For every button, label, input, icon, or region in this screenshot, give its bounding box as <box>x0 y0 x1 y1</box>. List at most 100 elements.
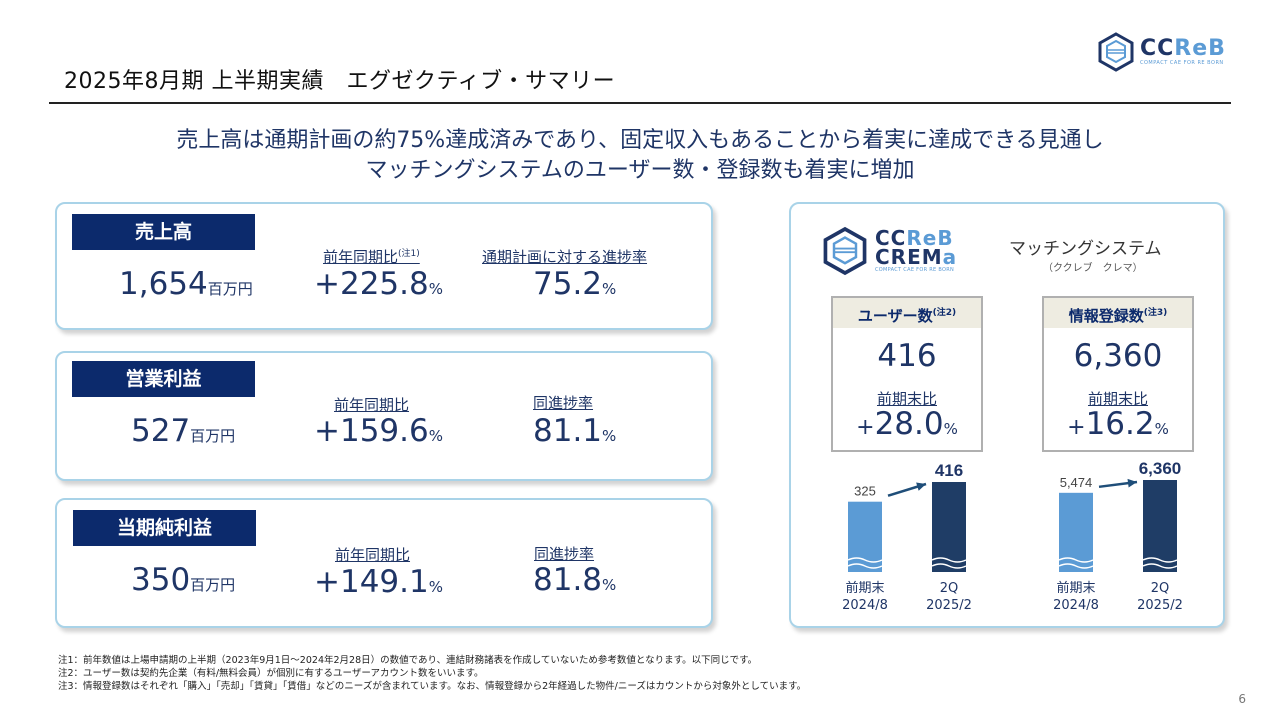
bar-chart-1-bar-2-wave <box>931 557 967 563</box>
users-change-unit: % <box>943 420 958 438</box>
operating-profit-number: 527 <box>131 413 191 449</box>
bar-chart-2-bar-2-wave <box>1142 557 1178 563</box>
bar-chart-2-value-label-1: 5,474 <box>1060 475 1093 490</box>
cube-logo-icon <box>1098 32 1134 72</box>
listings-stat-header: 情報登録数(注3) <box>1044 298 1192 328</box>
net-income-unit: 百万円 <box>190 576 236 594</box>
users-change-label: 前期末比 <box>876 390 937 408</box>
footnote-3: 注3：情報登録数はそれぞれ「購入」「売却」「賃貸」「賃借」などのニーズが含まれて… <box>58 681 807 692</box>
net-income-yoy-label: 前年同期比 <box>335 546 411 564</box>
bar-chart-1-category-label-1-1: 前期末 <box>845 580 884 596</box>
revenue-progress-number: 75.2 <box>533 266 603 302</box>
revenue-unit: 百万円 <box>207 280 253 298</box>
bar-chart-2-growth-arrowhead <box>1127 478 1137 488</box>
operating-profit-card: 営業利益 527百万円 前年同期比 +159.6% 同進捗率 81.1% <box>55 351 713 481</box>
logo-tagline: COMPACT CAE FOR RE BORN <box>1140 60 1224 66</box>
listings-stat-note: (注3) <box>1143 308 1168 318</box>
revenue-progress-label: 通期計画に対する進捗率 <box>482 248 648 266</box>
headline-line-1: 売上高は通期計画の約75%達成済みであり、固定収入もあることから着実に達成できる… <box>176 128 1104 153</box>
bar-chart-1-category-label-2-2: 2025/2 <box>926 598 972 613</box>
net-income-progress-value: 81.8% <box>533 562 616 598</box>
bar-chart-2-category-label-2-2: 2025/2 <box>1137 598 1183 613</box>
listings-change-label: 前期末比 <box>1087 390 1148 408</box>
users-stat-header: ユーザー数(注2) <box>833 298 981 328</box>
bar-chart-2-bar-1-wave <box>1058 557 1094 563</box>
revenue-yoy-value: +225.8% <box>314 266 443 302</box>
revenue-number: 1,654 <box>119 266 208 302</box>
operating-profit-progress-label: 同進捗率 <box>533 394 594 412</box>
bar-chart-2-bar-2-wave <box>1142 563 1178 569</box>
users-stat-value: 416 <box>877 338 937 374</box>
listings-stat-box: 情報登録数(注3) 6,360 前期末比 +16.2% <box>1042 296 1194 452</box>
revenue-card: 売上高 1,654百万円 前年同期比(注1) +225.8% 通期計画に対する進… <box>55 202 713 330</box>
revenue-progress-unit: % <box>602 280 617 298</box>
operating-profit-value: 527百万円 <box>131 413 235 449</box>
net-income-progress-unit: % <box>602 576 617 594</box>
logo-text-dark: CC <box>1140 36 1175 61</box>
net-income-label: 当期純利益 <box>73 510 256 546</box>
bar-chart-1-category-label-2-1: 2Q <box>940 581 959 596</box>
operating-profit-progress-value: 81.1% <box>533 413 616 449</box>
operating-profit-unit: 百万円 <box>190 427 236 445</box>
crema-logo-line1-accent: ReB <box>906 226 954 250</box>
listings-stat-value: 6,360 <box>1073 338 1163 374</box>
revenue-progress-value: 75.2% <box>533 266 616 302</box>
bar-chart-2-value-label-2: 6,360 <box>1139 459 1182 478</box>
footnote-2: 注2：ユーザー数は契約先企業（有料/無料会員）が個別に有するユーザーアカウント数… <box>58 668 484 679</box>
revenue-yoy-unit: % <box>428 280 443 298</box>
revenue-yoy-label-text: 前年同期比 <box>323 248 399 266</box>
footnote-1: 注1：前年数値は上場申請期の上半期（2023年9月1日～2024年2月28日）の… <box>58 655 758 666</box>
operating-profit-label: 営業利益 <box>72 361 255 397</box>
bar-chart-1-value-label-1: 325 <box>854 484 876 499</box>
page-title: 2025年8月期 上半期実績 エグゼクティブ・サマリー <box>64 69 616 94</box>
bar-chart-1-category-label-1-2: 2024/8 <box>842 598 888 613</box>
users-stat-label: ユーザー数 <box>857 307 933 325</box>
crema-logo-line1-dark: CC <box>875 226 907 250</box>
bar-chart-2-category-label-1-2: 2024/8 <box>1053 598 1099 613</box>
revenue-yoy-number: +225.8 <box>314 266 429 302</box>
bar-chart-1-value-label-2: 416 <box>935 461 963 480</box>
title-divider <box>49 102 1231 104</box>
revenue-label: 売上高 <box>72 214 255 250</box>
operating-profit-yoy-unit: % <box>428 427 443 445</box>
listings-change-number: 16.2 <box>1085 406 1155 442</box>
bar-chart-1-bar-1-wave <box>847 557 883 563</box>
bar-chart-2-bar-1-wave <box>1058 563 1094 569</box>
net-income-yoy-number: +149.1 <box>314 564 429 600</box>
net-income-progress-label: 同進捗率 <box>534 545 595 563</box>
bar-chart-2-category-label-1-1: 前期末 <box>1056 580 1095 596</box>
bar-chart-1-bar-2 <box>932 482 966 572</box>
listings-change-unit: % <box>1154 420 1169 438</box>
page-number: 6 <box>1238 692 1246 706</box>
matching-system-panel: CCReB CREMa COMPACT CAE FOR RE BORN マッチン… <box>789 202 1225 628</box>
operating-profit-progress-unit: % <box>602 427 617 445</box>
company-logo: CCReB COMPACT CAE FOR RE BORN <box>1098 32 1226 72</box>
bar-chart-1-bar-1-wave <box>847 563 883 569</box>
net-income-yoy-unit: % <box>428 578 443 596</box>
revenue-yoy-note: (注1) <box>398 249 420 259</box>
operating-profit-yoy-value: +159.6% <box>314 413 443 449</box>
logo-text-accent: ReB <box>1174 36 1226 61</box>
net-income-progress-number: 81.8 <box>533 562 603 598</box>
operating-profit-yoy-number: +159.6 <box>314 413 429 449</box>
users-stat-box: ユーザー数(注2) 416 前期末比 +28.0% <box>831 296 983 452</box>
listings-stat-label: 情報登録数 <box>1068 307 1144 325</box>
headline-line-2: マッチングシステムのユーザー数・登録数も着実に増加 <box>365 158 915 183</box>
crema-logo-line2-accent: a <box>942 245 958 269</box>
bar-chart-1-bar-2-wave <box>931 563 967 569</box>
crema-logo-line2-dark: CREM <box>875 245 943 269</box>
users-stat-note: (注2) <box>932 308 957 318</box>
operating-profit-progress-number: 81.1 <box>533 413 603 449</box>
net-income-card: 当期純利益 350百万円 前年同期比 +149.1% 同進捗率 81.8% <box>55 498 713 628</box>
bar-chart-2-bar-2 <box>1143 480 1177 572</box>
users-change-sign: + <box>856 415 875 440</box>
users-change-value: +28.0% <box>833 406 981 442</box>
system-name: マッチングシステム <box>1009 239 1162 259</box>
footnotes: 注1：前年数値は上場申請期の上半期（2023年9月1日～2024年2月28日）の… <box>58 654 806 693</box>
bar-chart-2-category-label-2-1: 2Q <box>1151 581 1170 596</box>
operating-profit-yoy-label: 前年同期比 <box>334 396 410 414</box>
growth-bar-charts: 325 前期末 2024/8 416 2Q 2025/2 5,474 前期末 2024/8 6,3… <box>842 459 1183 613</box>
system-reading: （ククレブ クレマ） <box>1043 263 1143 274</box>
crema-logo: CCReB CREMa COMPACT CAE FOR RE BORN <box>823 226 957 276</box>
net-income-yoy-value: +149.1% <box>314 564 443 600</box>
